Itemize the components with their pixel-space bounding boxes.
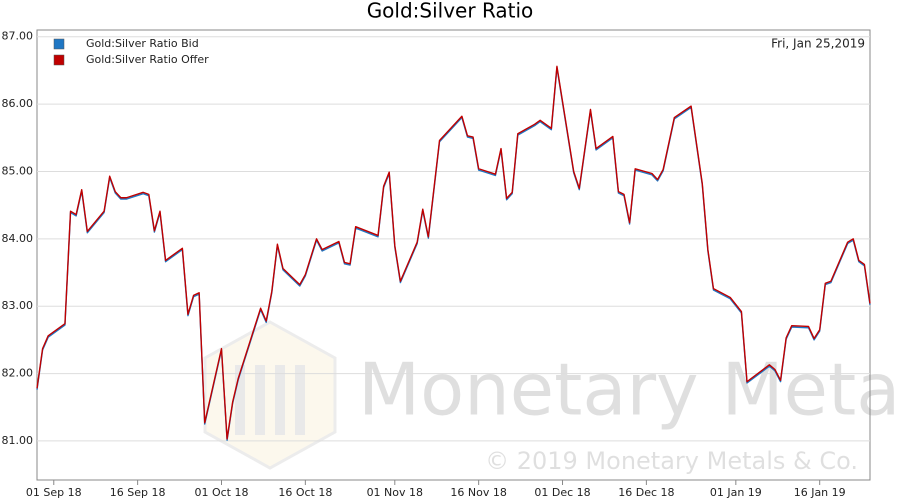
x-tick-label: 01 Sep 18 bbox=[26, 486, 82, 499]
x-tick-label: 01 Oct 18 bbox=[194, 486, 248, 499]
x-tick-label: 01 Dec 18 bbox=[534, 486, 590, 499]
watermark-logo bbox=[203, 320, 337, 470]
y-tick-label: 82.00 bbox=[2, 367, 34, 380]
y-tick-label: 85.00 bbox=[2, 164, 34, 177]
y-tick-label: 83.00 bbox=[2, 299, 34, 312]
x-tick-label: 16 Jan 19 bbox=[794, 486, 846, 499]
x-tick-label: 16 Nov 18 bbox=[450, 486, 506, 499]
chart-title: Gold:Silver Ratio bbox=[367, 0, 534, 23]
y-tick-label: 86.00 bbox=[2, 97, 34, 110]
legend-swatch bbox=[53, 54, 65, 66]
y-tick-label: 81.00 bbox=[2, 434, 34, 447]
plot-frame bbox=[36, 29, 871, 481]
x-tick-label: 16 Oct 18 bbox=[278, 486, 332, 499]
x-tick-label: 01 Nov 18 bbox=[367, 486, 423, 499]
x-tick-label: 01 Jan 19 bbox=[710, 486, 762, 499]
watermark-text: Monetary Metals bbox=[358, 348, 900, 432]
x-tick-label: 16 Sep 18 bbox=[110, 486, 166, 499]
y-tick-label: 84.00 bbox=[2, 232, 34, 245]
legend-label: Gold:Silver Ratio Bid bbox=[86, 37, 199, 50]
copyright: © 2019 Monetary Metals & Co. bbox=[485, 447, 858, 475]
y-tick-label: 87.00 bbox=[2, 30, 34, 43]
legend-swatch bbox=[53, 38, 65, 50]
legend-label: Gold:Silver Ratio Offer bbox=[86, 53, 209, 66]
x-tick-label: 16 Dec 18 bbox=[618, 486, 674, 499]
date-annotation: Fri, Jan 25,2019 bbox=[771, 37, 865, 51]
series-line bbox=[36, 65, 871, 440]
